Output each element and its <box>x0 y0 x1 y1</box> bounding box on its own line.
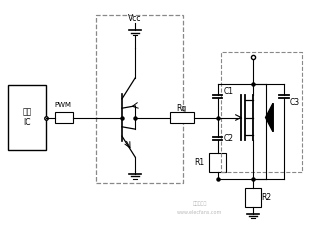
Text: C1: C1 <box>223 87 233 96</box>
Bar <box>221 52 302 172</box>
Bar <box>55 112 73 123</box>
Text: 电子发烧友: 电子发烧友 <box>192 201 207 206</box>
Text: www.elecfans.com: www.elecfans.com <box>177 210 222 215</box>
Text: C2: C2 <box>223 134 233 143</box>
Bar <box>245 188 261 207</box>
Bar <box>170 112 193 123</box>
Text: C3: C3 <box>290 98 300 107</box>
Text: R2: R2 <box>261 193 271 202</box>
Text: R1: R1 <box>194 158 204 167</box>
Bar <box>8 85 46 150</box>
Polygon shape <box>265 104 273 131</box>
Text: PWM: PWM <box>54 102 71 108</box>
Text: Rg: Rg <box>176 104 187 113</box>
Text: Vcc: Vcc <box>129 14 142 23</box>
Text: 电源
IC: 电源 IC <box>23 108 32 127</box>
Bar <box>209 153 226 172</box>
Bar <box>96 15 183 183</box>
